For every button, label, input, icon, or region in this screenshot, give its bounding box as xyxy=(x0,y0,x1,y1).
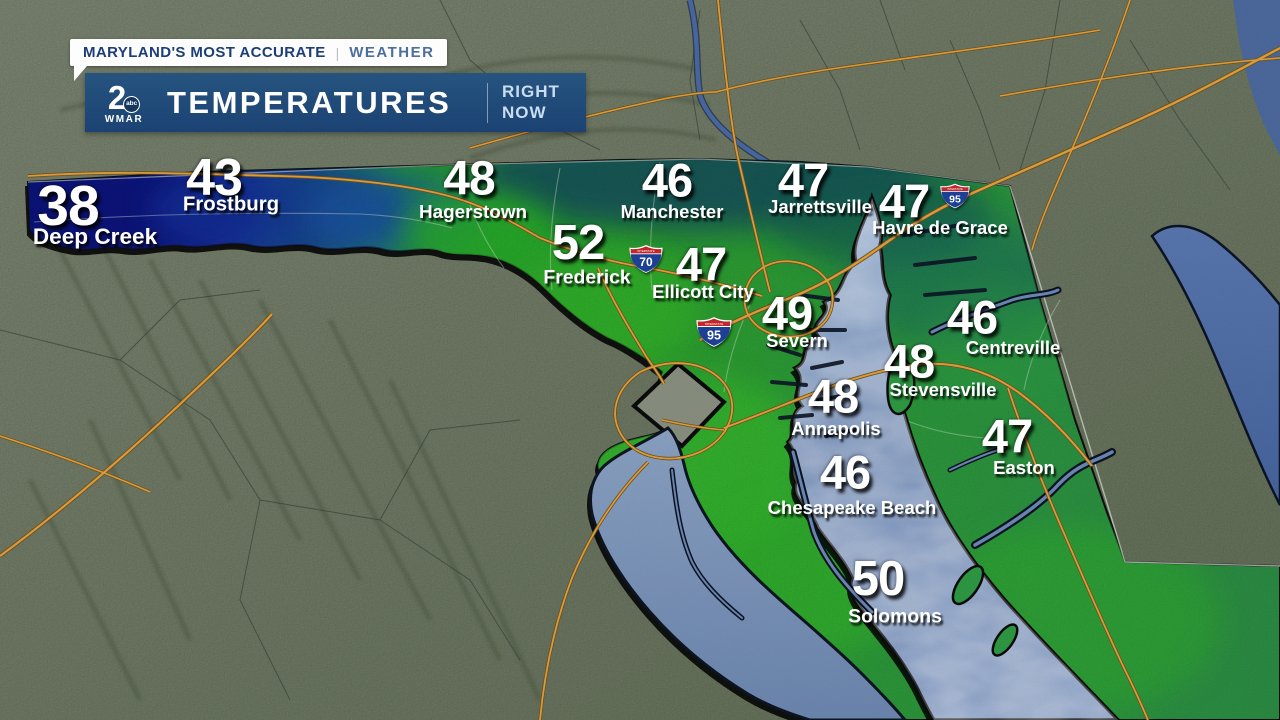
station-tagline: MARYLAND'S MOST ACCURATE | WEATHER xyxy=(70,39,448,81)
station-city: Stevensville xyxy=(889,379,997,400)
station-temp: 52 xyxy=(551,216,606,270)
channel-number: 2 xyxy=(107,78,127,116)
interstate-shield: INTERSTATE 95 xyxy=(696,317,732,348)
logo-top: 2 abc xyxy=(107,78,141,116)
station-temp: 38 xyxy=(37,174,99,238)
svg-text:INTERSTATE: INTERSTATE xyxy=(637,249,655,253)
station-callsign: WMAR xyxy=(104,113,144,125)
banner-title: TEMPERATURES xyxy=(167,84,452,120)
tagline-separator: | xyxy=(335,44,340,61)
station-city: Solomons xyxy=(848,605,942,628)
banner-divider xyxy=(487,82,488,123)
title-banner: 2 abc WMAR TEMPERATURES RIGHT NOW xyxy=(85,73,586,132)
station-city: Havre de Grace xyxy=(872,217,1008,238)
station-temp: 46 xyxy=(946,290,998,344)
station-city: Hagerstown xyxy=(418,202,528,223)
svg-text:INTERSTATE: INTERSTATE xyxy=(705,322,724,326)
station-city: Ellicott City xyxy=(652,281,754,302)
station-city: Centreville xyxy=(965,337,1061,358)
tagline-tail xyxy=(74,66,87,81)
tagline-text: MARYLAND'S MOST ACCURATE xyxy=(83,44,326,61)
svg-text:INTERSTATE: INTERSTATE xyxy=(947,187,963,191)
station-temp: 47 xyxy=(878,174,930,228)
station-city: Manchester xyxy=(620,201,724,222)
banner-subtitle: RIGHT NOW xyxy=(488,82,586,123)
station-city: Chesapeake Beach xyxy=(767,497,937,518)
interstate-shield: INTERSTATE 95 xyxy=(940,183,970,209)
station-temp: 47 xyxy=(675,237,727,291)
station-temp: 47 xyxy=(777,153,829,207)
station-temp: 48 xyxy=(883,334,935,388)
svg-text:95: 95 xyxy=(707,329,721,343)
tagline-weather-label: WEATHER xyxy=(349,44,435,61)
abc-network-icon: abc xyxy=(123,95,141,113)
subtitle-line-2: NOW xyxy=(502,102,547,122)
station-temp: 49 xyxy=(761,286,813,340)
station-temp: 43 xyxy=(186,149,243,207)
station-city: Easton xyxy=(993,457,1055,478)
station-temp: 46 xyxy=(819,445,871,499)
station-city: Frostburg xyxy=(182,193,280,216)
station-temp: 47 xyxy=(981,409,1033,463)
station-temp: 46 xyxy=(641,153,693,207)
station-city: Severn xyxy=(766,330,828,351)
station-city: Deep Creek xyxy=(32,224,158,249)
station-city: Annapolis xyxy=(791,418,881,439)
station-city: Frederick xyxy=(543,266,631,289)
svg-text:70: 70 xyxy=(639,255,653,269)
station-city: Jarrettsville xyxy=(768,196,872,217)
station-temp: 48 xyxy=(443,152,495,206)
station-temp: 50 xyxy=(851,552,906,606)
interstate-shield: INTERSTATE 70 xyxy=(629,244,663,274)
wmar-logo: 2 abc WMAR xyxy=(95,81,153,125)
subtitle-line-1: RIGHT xyxy=(502,82,560,102)
station-temp: 48 xyxy=(807,369,859,423)
svg-text:95: 95 xyxy=(949,193,961,205)
